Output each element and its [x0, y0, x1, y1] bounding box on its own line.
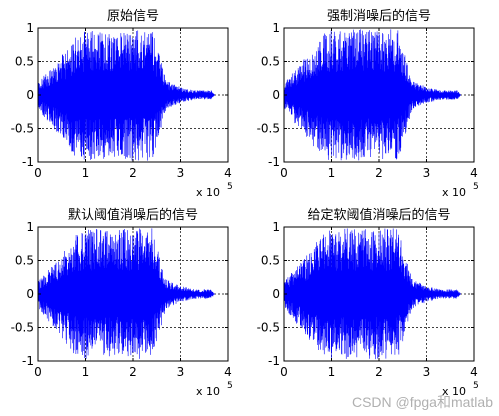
- y-tick-label: -1: [22, 354, 34, 368]
- x-tick-label: 1: [82, 166, 90, 180]
- x-tick-label: 1: [328, 365, 336, 379]
- subplot-title: 原始信号: [107, 9, 159, 24]
- x-tick-label: 3: [177, 365, 185, 379]
- x-exponent-label: x 10: [442, 186, 466, 199]
- x-tick-label: 1: [82, 365, 90, 379]
- y-tick-label: -0.5: [11, 122, 34, 136]
- x-tick-label: 4: [470, 166, 478, 180]
- y-tick-label: 0.5: [15, 254, 34, 268]
- subplot-title: 强制消噪后的信号: [327, 8, 431, 24]
- subplot-title: 给定软阈值消噪后的信号: [307, 207, 450, 223]
- x-tick-label: 3: [177, 166, 185, 180]
- subplot-2: 0 1 2 3 4 -1 -0.5 0 0.5 1 x 10 5 强制消噪后的信号: [257, 8, 479, 199]
- x-exponent-power: 5: [473, 182, 479, 192]
- y-tick-label: -1: [268, 155, 280, 169]
- y-tick-label: -0.5: [11, 321, 34, 335]
- y-tick-label: 0: [272, 88, 280, 102]
- y-tick-label: 0.5: [15, 55, 34, 69]
- y-tick-label: 1: [26, 21, 34, 35]
- x-exponent-power: 5: [473, 381, 479, 391]
- x-tick-label: 0: [280, 365, 288, 379]
- x-tick-label: 1: [328, 166, 336, 180]
- y-tick-label: 1: [26, 220, 34, 234]
- y-tick-label: 1: [272, 21, 280, 35]
- x-tick-label: 2: [375, 166, 383, 180]
- x-exponent-label: x 10: [196, 186, 220, 199]
- signal-line: [37, 30, 215, 161]
- signal-line: [37, 228, 215, 359]
- y-tick-label: 0.5: [261, 254, 280, 268]
- subplot-3: 0 1 2 3 4 -1 -0.5 0 0.5 1 x 10 5 默认阈值消噪后的信号: [11, 207, 233, 398]
- subplot-4: 0 1 2 3 4 -1 -0.5 0 0.5 1 x 10 5 给定软阈值消噪后的信号: [257, 207, 479, 398]
- x-tick-label: 2: [375, 365, 383, 379]
- x-exponent-label: x 10: [196, 385, 220, 398]
- y-tick-label: 1: [272, 220, 280, 234]
- x-exponent-power: 5: [227, 182, 233, 192]
- signal-line: [283, 228, 461, 360]
- y-tick-label: -0.5: [257, 321, 280, 335]
- subplot-title: 默认阈值消噪后的信号: [68, 207, 198, 223]
- watermark: CSDN @fpga和matlab: [351, 394, 493, 410]
- x-tick-label: 0: [34, 166, 42, 180]
- x-tick-label: 3: [423, 365, 431, 379]
- x-tick-label: 4: [224, 166, 232, 180]
- y-tick-label: 0: [26, 88, 34, 102]
- y-tick-label: 0: [26, 287, 34, 301]
- y-tick-label: -0.5: [257, 122, 280, 136]
- y-tick-label: 0: [272, 287, 280, 301]
- y-tick-label: -1: [268, 354, 280, 368]
- x-tick-label: 3: [423, 166, 431, 180]
- x-tick-label: 2: [129, 166, 137, 180]
- x-exponent-label: x 10: [442, 385, 466, 398]
- x-tick-label: 4: [470, 365, 478, 379]
- x-tick-label: 4: [224, 365, 232, 379]
- subplot-1: 0 1 2 3 4 -1 -0.5 0 0.5 1 x 10 5 原始信号: [11, 9, 233, 199]
- x-tick-label: 0: [280, 166, 288, 180]
- y-tick-label: -1: [22, 155, 34, 169]
- x-tick-label: 0: [34, 365, 42, 379]
- y-tick-label: 0.5: [261, 55, 280, 69]
- x-exponent-power: 5: [227, 381, 233, 391]
- signal-line: [283, 29, 461, 161]
- x-tick-label: 2: [129, 365, 137, 379]
